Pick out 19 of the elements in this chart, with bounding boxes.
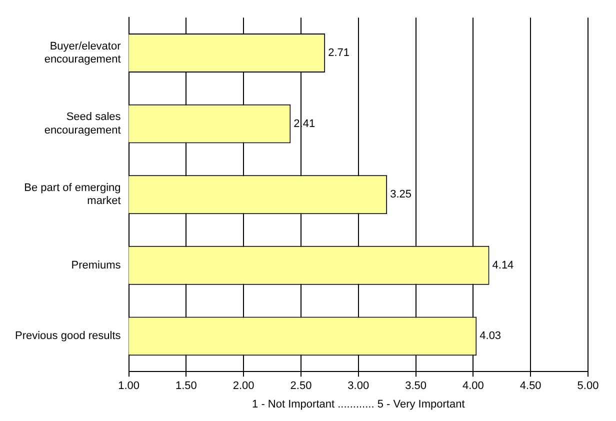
- data-label: 4.14: [492, 259, 514, 272]
- x-axis-title: 1 - Not Important ............ 5 - Very Important: [252, 398, 465, 410]
- y-tick-label: Buyer/elevator encouragement: [44, 40, 122, 66]
- x-tick-label: 4.50: [520, 380, 542, 392]
- x-tick-label: 1.50: [175, 380, 197, 392]
- x-tick-label: 3.50: [405, 380, 427, 392]
- x-tick-label: 5.00: [577, 380, 599, 392]
- data-label: 4.03: [480, 330, 502, 342]
- x-tick-label: 2.00: [232, 380, 254, 392]
- x-tick-label: 3.00: [348, 380, 370, 392]
- x-tick-label: 1.00: [118, 380, 140, 392]
- data-label: 2.71: [328, 47, 350, 60]
- data-label: 3.25: [390, 188, 412, 201]
- y-tick-label: Be part of emerging market: [24, 182, 121, 208]
- x-tick-label: 4.00: [462, 380, 484, 392]
- y-tick-label: Seed sales encouragement: [44, 111, 122, 136]
- y-tick-label: Previous good results: [14, 330, 122, 342]
- y-tick-label: Premiums: [71, 259, 122, 272]
- x-tick-label: 2.50: [290, 380, 312, 392]
